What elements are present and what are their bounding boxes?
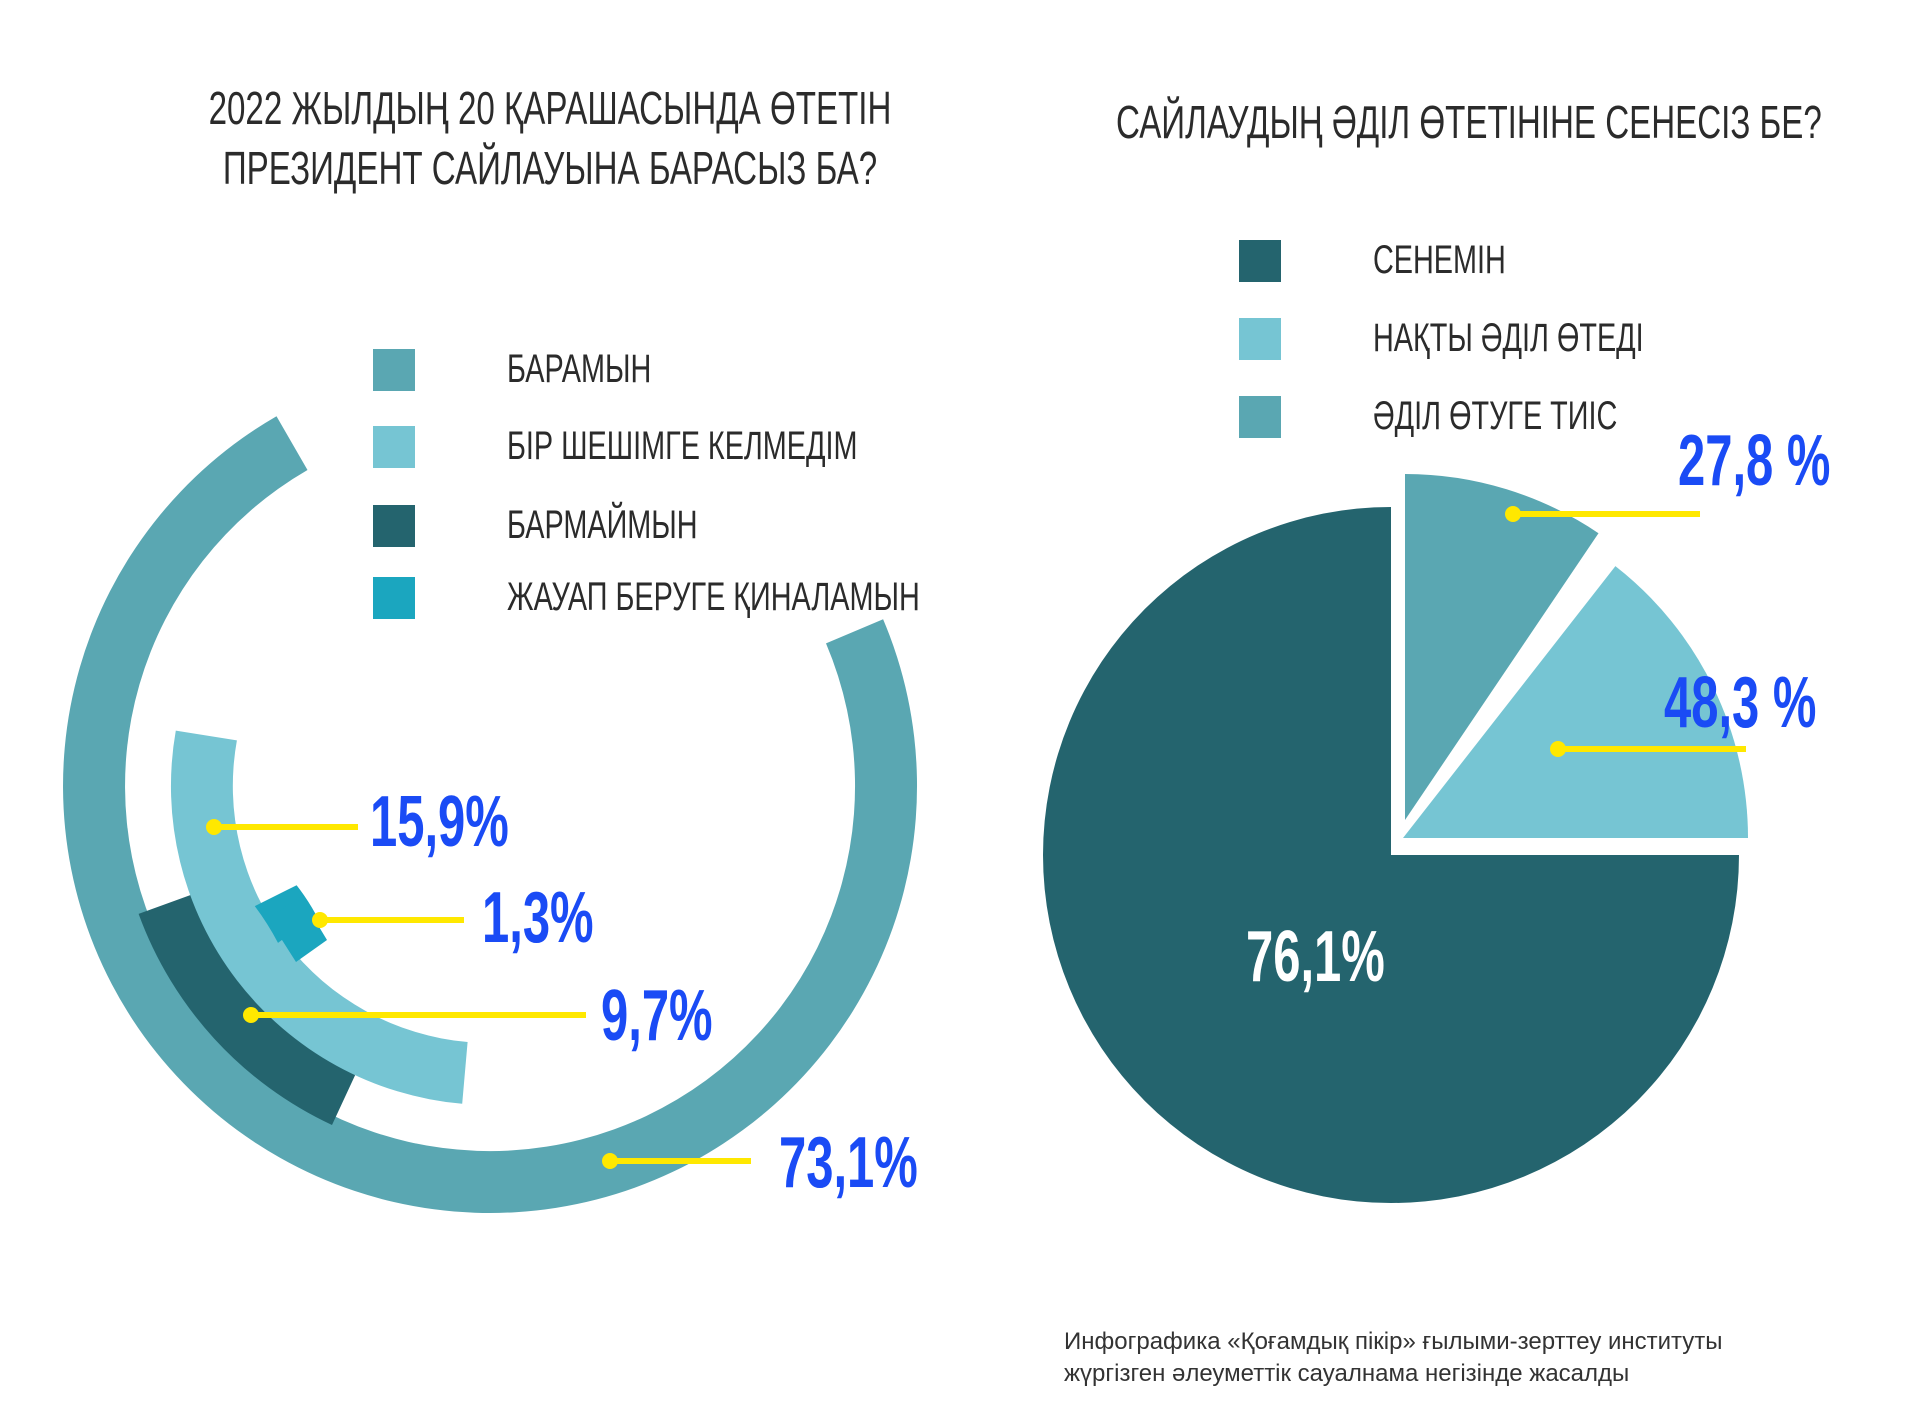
legend-item-barmyn: БАРАМЫН [373,347,707,392]
legend-item-bir-sheshim: БІР ШЕШІМГЕ КЕЛМЕДІМ [373,424,994,469]
legend-label: ӘДІЛ ӨТУГЕ ТИІС [1373,394,1618,438]
arc-bir-sheshim [170,730,468,1104]
left-title-line-2: ПРЕЗИДЕНТ САЙЛАУЫНА БАРАСЫЗ БА? [222,142,878,194]
left-chart-title: 2022 ЖЫЛДЫҢ 20 ҚАРАШАСЫНДА ӨТЕТІН ПРЕЗИД… [197,78,903,198]
value-kinalamyn: 1,3% [482,878,594,958]
footnote-line-2: жүргізген әлеуметтік сауалнама негізінде… [1064,1360,1630,1387]
value-bir-sheshim: 15,9% [370,782,509,862]
leader-nakty [1550,741,1746,757]
leader-kinalamyn [312,912,464,928]
legend-label: СЕНЕМІН [1373,238,1506,282]
legend-swatch [373,348,415,391]
legend-swatch [1239,317,1281,360]
legend-label: ЖАУАП БЕРУГЕ ҚИНАЛАМЫН [507,575,920,619]
leader-bir-sheshim [206,819,358,835]
value-barmyn: 73,1% [779,1123,918,1203]
legend-swatch [373,576,415,619]
pie-slice-tiis [1405,474,1599,820]
value-barmaimyn: 9,7% [601,976,713,1056]
legend-item-kinalamyn: ЖАУАП БЕРУГЕ ҚИНАЛАМЫН [373,575,1080,620]
arc-kinalamyn-cap [268,897,327,962]
legend-label: БІР ШЕШІМГЕ КЕЛМЕДІМ [507,424,858,468]
value-senemin: 76,1% [1246,917,1385,997]
legend-label: НАҚТЫ ӘДІЛ ӨТЕДІ [1373,316,1644,360]
left-title-line-1: 2022 ЖЫЛДЫҢ 20 ҚАРАШАСЫНДА ӨТЕТІН [208,82,892,134]
legend-swatch [373,504,415,547]
legend-swatch [1239,395,1281,438]
source-footnote: Инфографика «Қоғамдық пікір» ғылыми-зерт… [1064,1326,1723,1390]
right-chart-title: САЙЛАУДЫҢ ӘДІЛ ӨТЕТІНІНЕ СЕНЕСІЗ БЕ? [1116,96,1822,148]
legend-swatch [1239,239,1281,282]
legend-item-tiis: ӘДІЛ ӨТУГЕ ТИІС [1239,394,1712,439]
legend-label: БАРМАЙМЫН [507,503,698,547]
leader-barmaimyn [243,1007,586,1023]
pie-slice-nakty [1403,566,1748,838]
leader-barmyn [602,1153,751,1169]
legend-item-senemin: СЕНЕМІН [1239,238,1557,283]
value-nakty: 48,3 % [1664,663,1817,743]
legend-item-barmaimyn: БАРМАЙМЫН [373,503,772,548]
footnote-line-1: Инфографика «Қоғамдық пікір» ғылыми-зерт… [1064,1328,1723,1355]
pie-slice-senemin [1043,507,1739,1203]
legend-item-nakty: НАҚТЫ ӘДІЛ ӨТЕДІ [1239,316,1749,361]
leader-tiis [1505,506,1700,522]
legend-label: БАРАМЫН [507,347,652,391]
legend-swatch [373,425,415,468]
value-tiis: 27,8 % [1678,421,1831,501]
